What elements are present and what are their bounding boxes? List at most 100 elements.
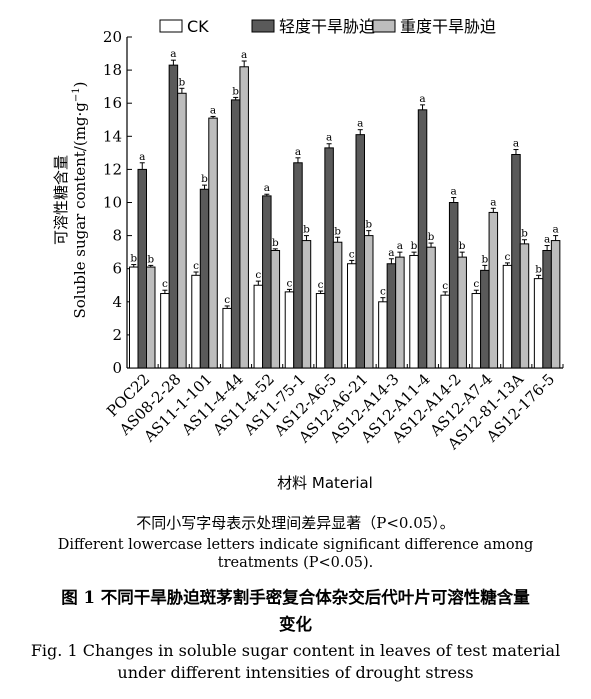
significance-letter: b xyxy=(459,240,466,252)
y-tick-label: 2 xyxy=(112,326,122,344)
significance-letter: a xyxy=(397,240,403,252)
significance-letter: c xyxy=(505,251,511,263)
bar xyxy=(480,269,490,369)
y-axis-label-en-superscript: −1 xyxy=(71,87,82,102)
figure-title-en: Fig. 1 Changes in soluble sugar content … xyxy=(30,641,561,682)
significance-letter: c xyxy=(318,279,324,291)
bar xyxy=(347,263,357,369)
bar xyxy=(253,284,264,369)
bar xyxy=(519,243,530,369)
bar xyxy=(550,240,561,369)
significance-letter: c xyxy=(380,286,386,298)
significance-letter: c xyxy=(287,277,293,289)
significance-letter: c xyxy=(255,269,261,281)
y-tick-label: 0 xyxy=(112,359,122,377)
bar xyxy=(332,241,343,369)
bar xyxy=(488,211,499,369)
bar xyxy=(208,117,218,369)
significance-letter: a xyxy=(357,118,363,130)
legend-label: CK xyxy=(187,17,209,36)
bar xyxy=(301,240,312,369)
significance-letter: a xyxy=(451,186,457,198)
bar xyxy=(440,294,450,369)
significance-letter: c xyxy=(473,278,479,290)
legend-swatch xyxy=(159,19,183,33)
significance-letter: a xyxy=(241,49,247,61)
bar xyxy=(502,264,513,369)
significance-letter: b xyxy=(411,240,418,252)
y-tick-label: 12 xyxy=(103,160,122,178)
bar xyxy=(542,249,552,369)
bar xyxy=(448,202,459,369)
legend-swatch xyxy=(251,19,275,33)
significance-letter: b xyxy=(365,219,372,231)
significance-letter: c xyxy=(442,280,448,292)
legend-label: 轻度干旱胁迫 xyxy=(279,17,375,36)
y-tick-label: 16 xyxy=(103,94,122,112)
y-axis-label-en-tail: ) xyxy=(71,81,89,87)
significance-letter: a xyxy=(490,196,496,208)
significance-letter: c xyxy=(349,248,355,260)
significance-letter: b xyxy=(179,76,186,88)
legend-label: 重度干旱胁迫 xyxy=(400,17,496,36)
x-axis-label: 材料 Material xyxy=(277,474,373,492)
y-axis-label-cn: 可溶性糖含量 xyxy=(52,155,70,245)
significance-letter: b xyxy=(521,228,528,240)
bar xyxy=(222,307,232,369)
bar xyxy=(239,66,249,369)
bar xyxy=(293,162,303,369)
y-tick-label: 14 xyxy=(103,127,122,145)
bar xyxy=(230,99,241,369)
significance-letter: b xyxy=(334,225,341,237)
significance-letter: a xyxy=(326,132,332,144)
bar xyxy=(270,249,281,369)
significance-letter: a xyxy=(139,151,145,163)
bar xyxy=(177,92,187,369)
significance-letter: a xyxy=(552,224,558,236)
bar xyxy=(137,168,147,369)
bar xyxy=(511,154,521,369)
significance-letter: a xyxy=(544,234,550,246)
bar-chart: CK 轻度干旱胁迫 重度干旱胁迫 02468101214161820POC22AS0… xyxy=(52,17,564,492)
y-tick-label: 20 xyxy=(103,28,122,46)
significance-letter: a xyxy=(388,247,394,259)
bar xyxy=(199,188,210,369)
y-axis-label-en: Soluble sugar content/(mg·g−1) xyxy=(71,81,89,318)
legend-swatch xyxy=(372,19,396,33)
significance-letter: b xyxy=(130,253,137,265)
figure-title-cn: 图 1 不同干旱胁迫斑茅割手密复合体杂交后代叶片可溶性糖含量变化 xyxy=(61,588,530,634)
bar xyxy=(457,256,467,369)
significance-letter: b xyxy=(303,224,310,236)
bar xyxy=(364,235,374,369)
bar xyxy=(146,266,156,369)
bar xyxy=(395,256,405,369)
bar xyxy=(324,147,334,369)
significance-letter: a xyxy=(513,138,519,150)
bar xyxy=(355,134,365,369)
y-tick-label: 8 xyxy=(112,227,122,245)
bar xyxy=(315,293,326,369)
bar xyxy=(533,278,544,369)
bar xyxy=(168,64,179,369)
y-tick-label: 6 xyxy=(112,260,122,278)
significance-letter: b xyxy=(147,253,154,265)
bar xyxy=(191,274,201,369)
significance-letter: b xyxy=(535,263,542,275)
y-tick-label: 4 xyxy=(112,293,122,311)
significance-letter: a xyxy=(210,104,216,116)
y-tick-label: 18 xyxy=(103,61,122,79)
significance-note-en: Different lowercase letters indicate sig… xyxy=(57,537,534,571)
significance-letter: b xyxy=(428,231,435,243)
significance-letter: b xyxy=(481,253,488,265)
bar xyxy=(409,254,419,369)
significance-letter: a xyxy=(170,48,176,60)
bar xyxy=(160,293,170,369)
bar xyxy=(471,293,482,369)
bar xyxy=(417,109,428,369)
significance-letter: b xyxy=(232,85,239,97)
bar xyxy=(129,266,139,369)
significance-letter: b xyxy=(201,173,208,185)
significance-note-cn: 不同小写字母表示处理间差异显著（P<0.05）。 xyxy=(136,514,455,532)
bar xyxy=(378,301,388,369)
significance-letter: c xyxy=(224,294,230,306)
